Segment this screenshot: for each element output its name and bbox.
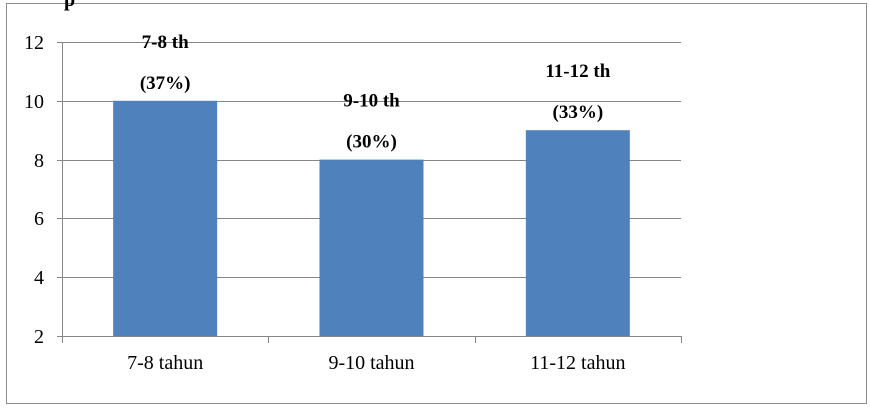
data-label-percent: (30%) [346,132,397,153]
axes [57,42,682,343]
y-tick-label: 4 [34,267,44,289]
y-tick-label: 8 [34,150,44,172]
data-label-percent: (33%) [553,102,604,123]
x-category-label: 7-8 tahun [127,352,203,374]
x-category-label: 11-12 tahun [530,352,625,374]
bar [525,130,630,336]
bar [319,159,424,336]
data-label-percent: (37%) [140,73,191,94]
y-tick-label: 2 [34,326,44,348]
data-label-range: 7-8 th [142,32,189,53]
chart-frame [6,3,867,404]
bar [113,100,218,336]
data-label-range: 9-10 th [343,91,400,112]
header-fragment: p [64,0,75,11]
labels: 2 4 6 8 10 12 7-8 tahun 7-8 th (37%) 9-10 tahun 9-… [24,32,626,374]
y-tick-label: 6 [34,208,44,230]
y-tick-label: 12 [24,32,44,54]
y-tick-label: 10 [24,91,44,113]
bars [113,100,630,336]
x-category-label: 9-10 tahun [328,352,414,374]
data-label-range: 11-12 th [545,61,610,82]
